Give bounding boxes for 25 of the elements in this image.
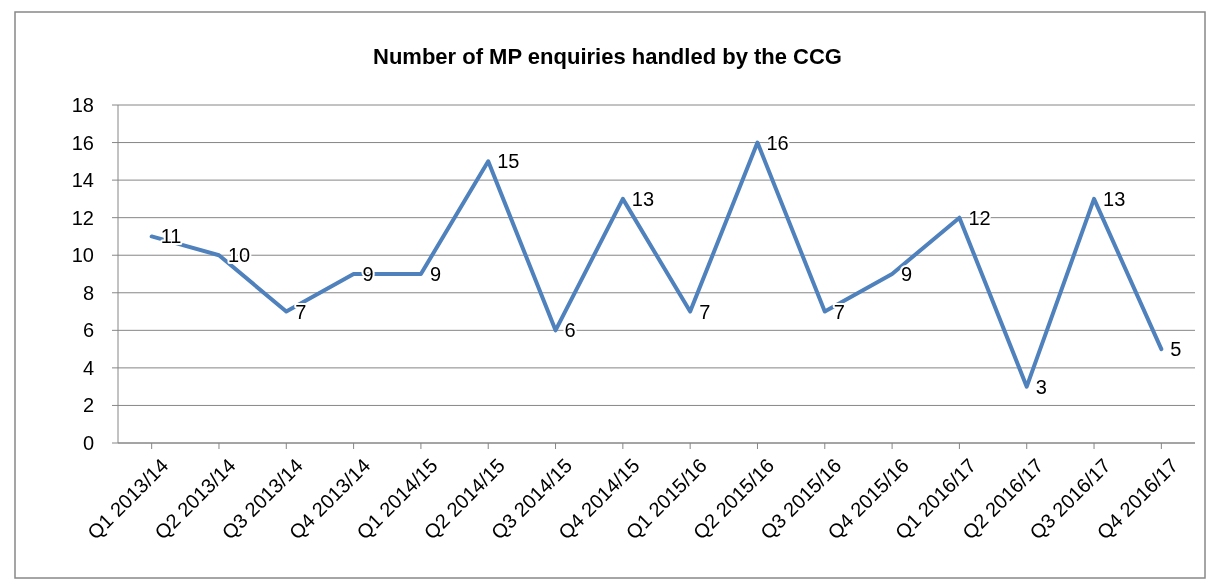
data-label: 5	[1170, 338, 1182, 361]
data-label: 7	[699, 300, 711, 323]
data-label: 7	[295, 300, 307, 323]
y-tick-label: 0	[82, 432, 94, 454]
data-label: 10	[227, 244, 251, 267]
y-tick-label: 16	[71, 131, 94, 154]
y-tick-label: 14	[71, 169, 94, 192]
data-label: 12	[968, 206, 991, 229]
y-tick-label: 18	[71, 94, 94, 116]
y-tick-label: 8	[82, 281, 94, 304]
y-tick-label: 2	[82, 394, 94, 417]
y-tick-label: 12	[71, 206, 94, 229]
data-label: 13	[1103, 187, 1126, 210]
data-label: 6	[564, 319, 576, 342]
data-label: 9	[429, 263, 442, 285]
data-label: 13	[631, 187, 655, 210]
y-tick-label: 6	[82, 319, 94, 342]
y-tick-label: 10	[71, 244, 94, 267]
data-label: 7	[833, 300, 845, 323]
data-label: 15	[497, 150, 520, 173]
data-label: 16	[766, 131, 789, 154]
y-tick-label: 4	[82, 356, 94, 379]
data-label: 9	[901, 263, 913, 285]
chart-title: Number of MP enquiries handled by the CCG	[373, 44, 842, 69]
data-label: 3	[1035, 375, 1047, 398]
